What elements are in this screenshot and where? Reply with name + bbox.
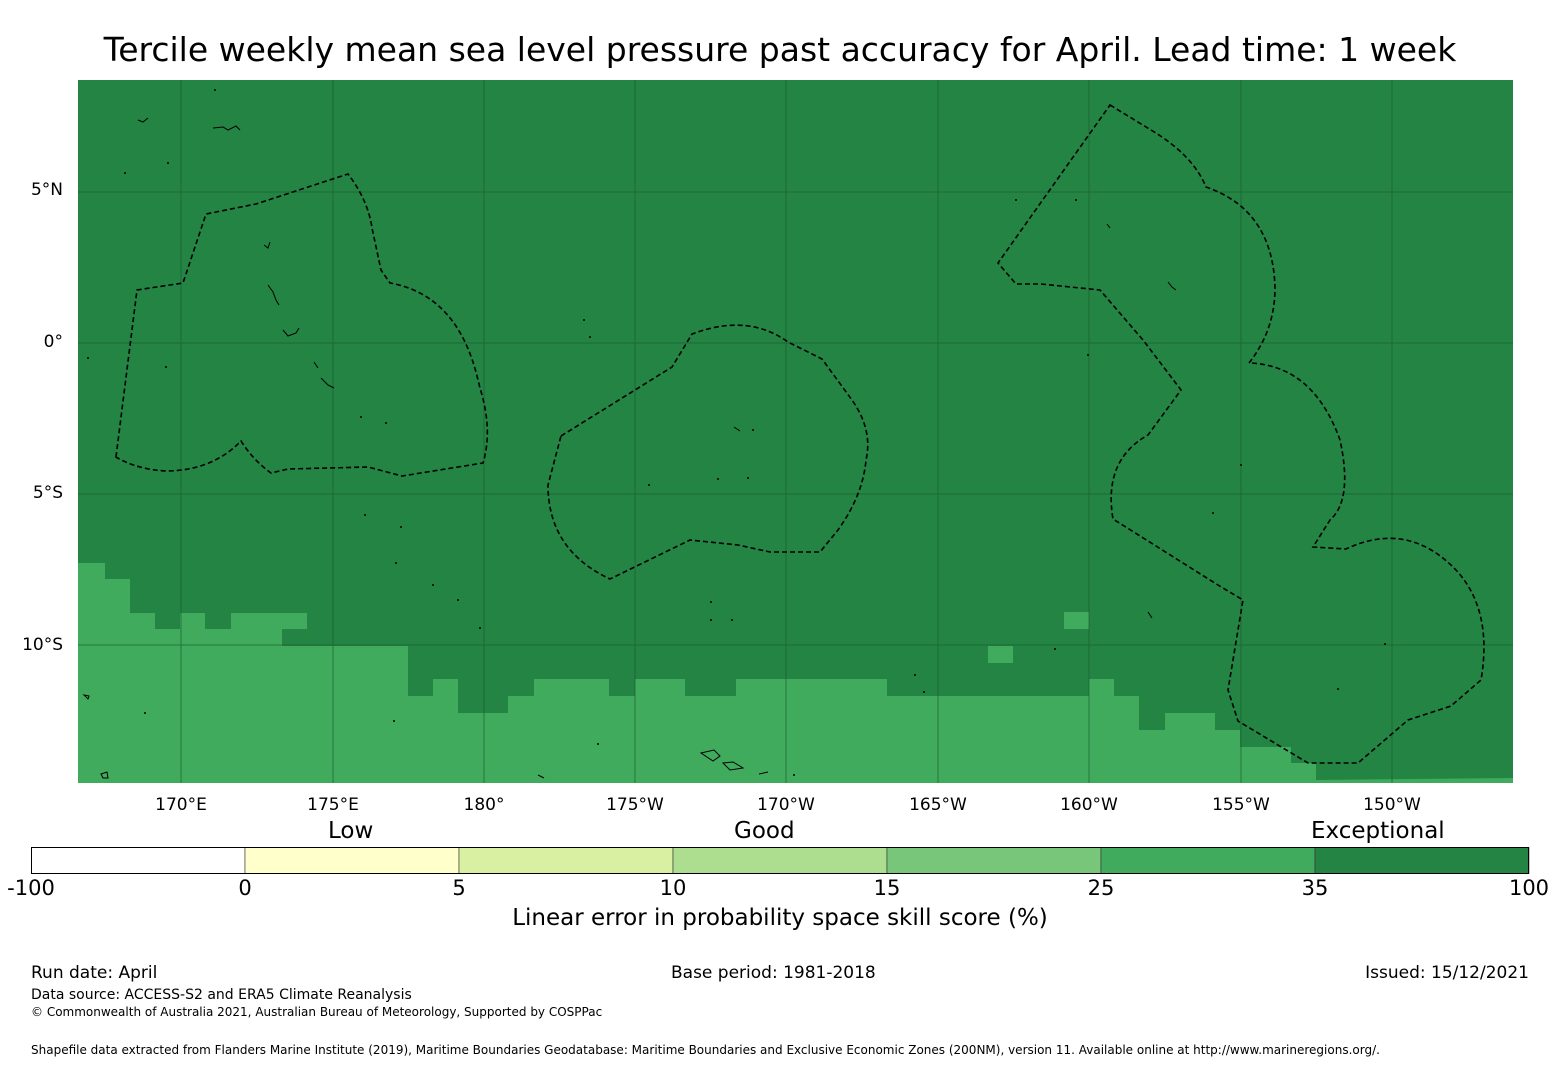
island	[1167, 281, 1177, 291]
issued-date: Issued: 15/12/2021	[1365, 963, 1529, 983]
copyright: © Commonwealth of Australia 2021, Austra…	[31, 1005, 603, 1019]
lon-tick-label: 150°W	[1363, 795, 1421, 815]
skill-cell	[1064, 612, 1089, 629]
island	[537, 774, 545, 779]
lat-tick-label: 10°S	[22, 635, 63, 655]
colorbar-segment	[672, 847, 888, 874]
island-upolu	[721, 761, 745, 771]
island-savaii	[699, 749, 721, 762]
colorbar-tick-label: -100	[7, 876, 55, 900]
colorbar-segment	[458, 847, 674, 874]
eez-boundaries	[115, 103, 1485, 764]
lon-tick-label: 155°W	[1212, 795, 1270, 815]
island	[733, 426, 741, 432]
island	[212, 125, 241, 131]
lat-tick-label: 5°S	[32, 483, 63, 503]
colorbar-tick-label: 25	[1087, 876, 1115, 900]
coastlines	[82, 117, 1177, 779]
colorbar	[31, 847, 1530, 874]
small-islands	[87, 89, 1386, 776]
lon-tick-label: 175°W	[606, 795, 664, 815]
colorbar-segment	[31, 847, 246, 874]
shapefile-credit: Shapefile data extracted from Flanders M…	[31, 1043, 1380, 1057]
lon-tick-label: 175°E	[307, 795, 359, 815]
lat-tick-label: 0°	[43, 332, 63, 352]
island	[282, 327, 300, 337]
run-date: Run date: April	[31, 963, 158, 983]
skill-cell	[988, 646, 1013, 663]
legend-category-exceptional: Exceptional	[1311, 818, 1445, 844]
data-source: Data source: ACCESS-S2 and ERA5 Climate …	[31, 987, 412, 1003]
island	[263, 241, 271, 249]
island	[1147, 611, 1153, 619]
lat-tick-label: 5°N	[30, 180, 63, 200]
colorbar-segment	[1314, 847, 1530, 874]
island	[267, 284, 280, 306]
colorbar-tick-label: 35	[1301, 876, 1329, 900]
colorbar-tick-label: 5	[452, 876, 466, 900]
island	[320, 377, 335, 389]
lon-tick-label: 160°W	[1060, 795, 1118, 815]
base-period: Base period: 1981-2018	[671, 963, 876, 983]
chart-title: Tercile weekly mean sea level pressure p…	[103, 30, 1457, 69]
lon-tick-label: 170°W	[757, 795, 815, 815]
island	[758, 771, 769, 775]
eez-kiribati-gilbert	[115, 173, 489, 477]
colorbar-title: Linear error in probability space skill …	[512, 905, 1048, 931]
skill-region-25-35	[78, 563, 1513, 783]
colorbar-tick-label: 10	[659, 876, 687, 900]
island	[313, 361, 319, 369]
lon-tick-label: 170°E	[155, 795, 207, 815]
island	[137, 117, 149, 123]
colorbar-tick-label: 100	[1508, 876, 1550, 900]
graticule	[78, 80, 1513, 783]
island	[1106, 223, 1111, 229]
legend-category-low: Low	[328, 818, 374, 844]
island	[82, 694, 90, 700]
lon-tick-label: 180°	[463, 795, 505, 815]
island	[100, 771, 109, 779]
lon-tick-label: 165°W	[909, 795, 967, 815]
eez-kiribati-line	[996, 103, 1485, 764]
legend-category-good: Good	[734, 818, 795, 844]
colorbar-tick-label: 0	[238, 876, 252, 900]
eez-tokelau	[547, 324, 869, 580]
colorbar-tick-label: 15	[873, 876, 901, 900]
colorbar-segment	[244, 847, 460, 874]
skill-map	[78, 80, 1513, 783]
colorbar-segment	[886, 847, 1102, 874]
colorbar-segment	[1100, 847, 1316, 874]
